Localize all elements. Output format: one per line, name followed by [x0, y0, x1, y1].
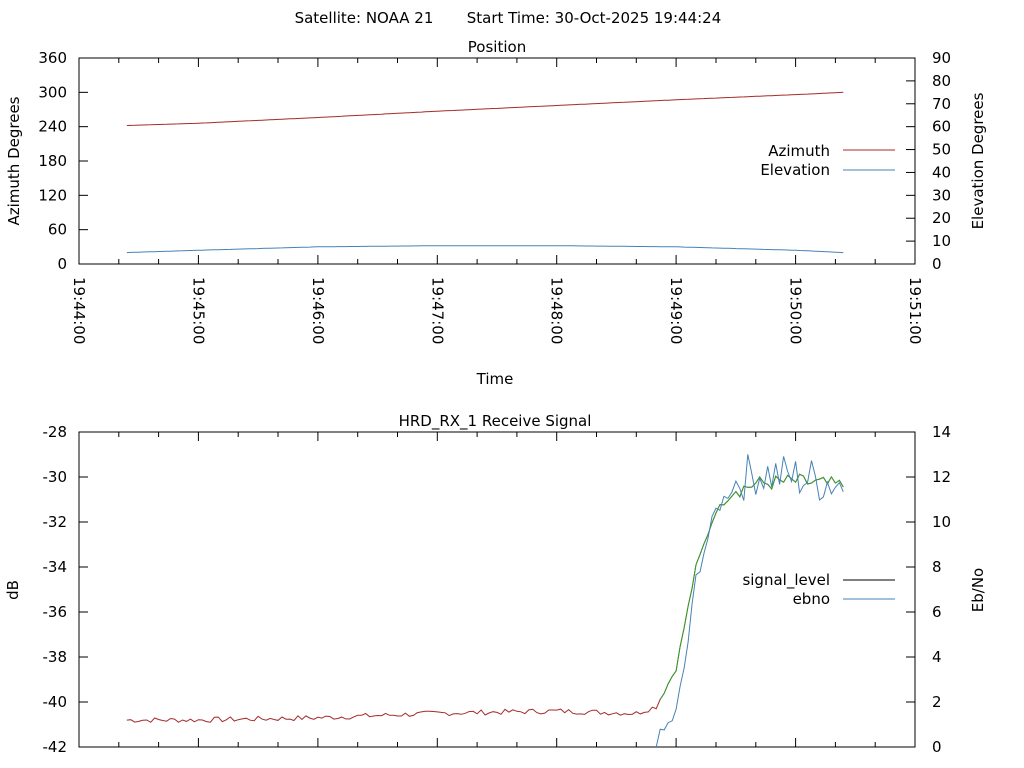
- receive-signal-y2-ticks: 0 2 4 6 8 10 12 14: [906, 423, 951, 756]
- position-x-axis-label: Time: [476, 370, 514, 388]
- y-tick-label: -32: [43, 513, 68, 531]
- y-tick-label: 360: [38, 49, 67, 67]
- receive-signal-legend: signal_level ebno: [742, 571, 895, 608]
- y-tick-label: 60: [48, 221, 67, 239]
- y-tick-label: 240: [38, 118, 67, 136]
- series-line-elevation: [126, 245, 844, 254]
- y2-tick-label: 90: [932, 49, 951, 67]
- y-tick-label: -40: [43, 693, 68, 711]
- y-tick-label: -38: [43, 648, 68, 666]
- x-tick-label: 19:47:00: [428, 277, 446, 344]
- receive-signal-chart: HRD_RX_1 Receive Signal -28-30-32-34-36-…: [4, 412, 987, 756]
- y2-tick-label: 10: [932, 232, 951, 250]
- legend-label-azimuth: Azimuth: [768, 142, 830, 160]
- y2-tick-label: 4: [932, 648, 942, 666]
- x-tick-label: 19:51:00: [906, 277, 924, 344]
- x-tick-label: 19:45:00: [189, 277, 207, 344]
- x-tick-label: 19:44:00: [70, 277, 88, 344]
- receive-signal-plot-frame: [78, 431, 916, 748]
- y2-tick-label: 14: [932, 423, 951, 441]
- y2-tick-label: 2: [932, 693, 942, 711]
- position-series: [126, 91, 844, 254]
- satellite-label: Satellite: NOAA 21: [295, 9, 434, 27]
- x-tick-label: 19:49:00: [667, 277, 685, 344]
- y2-tick-label: 20: [932, 209, 951, 227]
- legend-label-ebno: ebno: [793, 590, 830, 608]
- start-time-label: Start Time: 30-Oct-2025 19:44:24: [467, 9, 722, 27]
- y2-tick-label: 12: [932, 468, 951, 486]
- position-x-ticks: 19:44:00 19:45:00 19:46:00 19:47:00 19:48:00…: [70, 58, 924, 344]
- position-y-axis-label: Azimuth Degrees: [5, 96, 23, 225]
- y-tick-label: -34: [43, 558, 68, 576]
- receive-signal-y-axis-label: dB: [4, 580, 22, 600]
- y2-tick-label: 8: [932, 558, 942, 576]
- position-legend: Azimuth Elevation: [760, 142, 895, 179]
- x-tick-label: 19:50:00: [787, 277, 805, 344]
- receive-signal-x-ticks: [78, 432, 916, 747]
- receive-signal-chart-title: HRD_RX_1 Receive Signal: [399, 412, 592, 431]
- y2-tick-label: 10: [932, 513, 951, 531]
- y-tick-label: -42: [43, 738, 68, 756]
- position-chart: Position 19:44:00 19:45:00 19:46:00 19:47:0…: [5, 38, 987, 388]
- series-line-ebno: [655, 454, 844, 748]
- y2-tick-label: 80: [932, 72, 951, 90]
- y2-tick-label: 50: [932, 141, 951, 159]
- y2-tick-label: 6: [932, 603, 942, 621]
- receive-signal-y-ticks: -28 -30 -32 -34 -36 -38 -40 -42: [43, 423, 88, 756]
- x-tick-label: 19:46:00: [309, 277, 327, 344]
- series-line-signal-level: [126, 473, 844, 723]
- y-tick-label: 300: [38, 83, 67, 101]
- legend-label-signal-level: signal_level: [742, 571, 830, 590]
- y-tick-label: 120: [38, 186, 67, 204]
- series-line-azimuth: [126, 91, 844, 126]
- y2-tick-label: 0: [932, 738, 942, 756]
- y2-tick-label: 0: [932, 255, 942, 273]
- series-line-signal-level-strong: [659, 473, 844, 700]
- y2-tick-label: 60: [932, 118, 951, 136]
- y2-tick-label: 40: [932, 163, 951, 181]
- receive-signal-y2-axis-label: Eb/No: [969, 568, 987, 612]
- y2-tick-label: 70: [932, 95, 951, 113]
- receive-signal-series: [126, 454, 844, 748]
- y-tick-label: 180: [38, 152, 67, 170]
- y-tick-label: 0: [57, 255, 67, 273]
- y-tick-label: -30: [43, 468, 68, 486]
- y-tick-label: -28: [43, 423, 68, 441]
- position-y2-ticks: 0 10 20 30 40 50 60 70 80 90: [906, 49, 951, 273]
- position-y2-axis-label: Elevation Degrees: [969, 92, 987, 229]
- x-tick-label: 19:48:00: [548, 277, 566, 344]
- position-y-ticks: 0 60 120 180 240 300 360: [38, 49, 88, 273]
- legend-label-elevation: Elevation: [760, 161, 830, 179]
- y2-tick-label: 30: [932, 186, 951, 204]
- y-tick-label: -36: [43, 603, 68, 621]
- position-chart-title: Position: [468, 38, 526, 56]
